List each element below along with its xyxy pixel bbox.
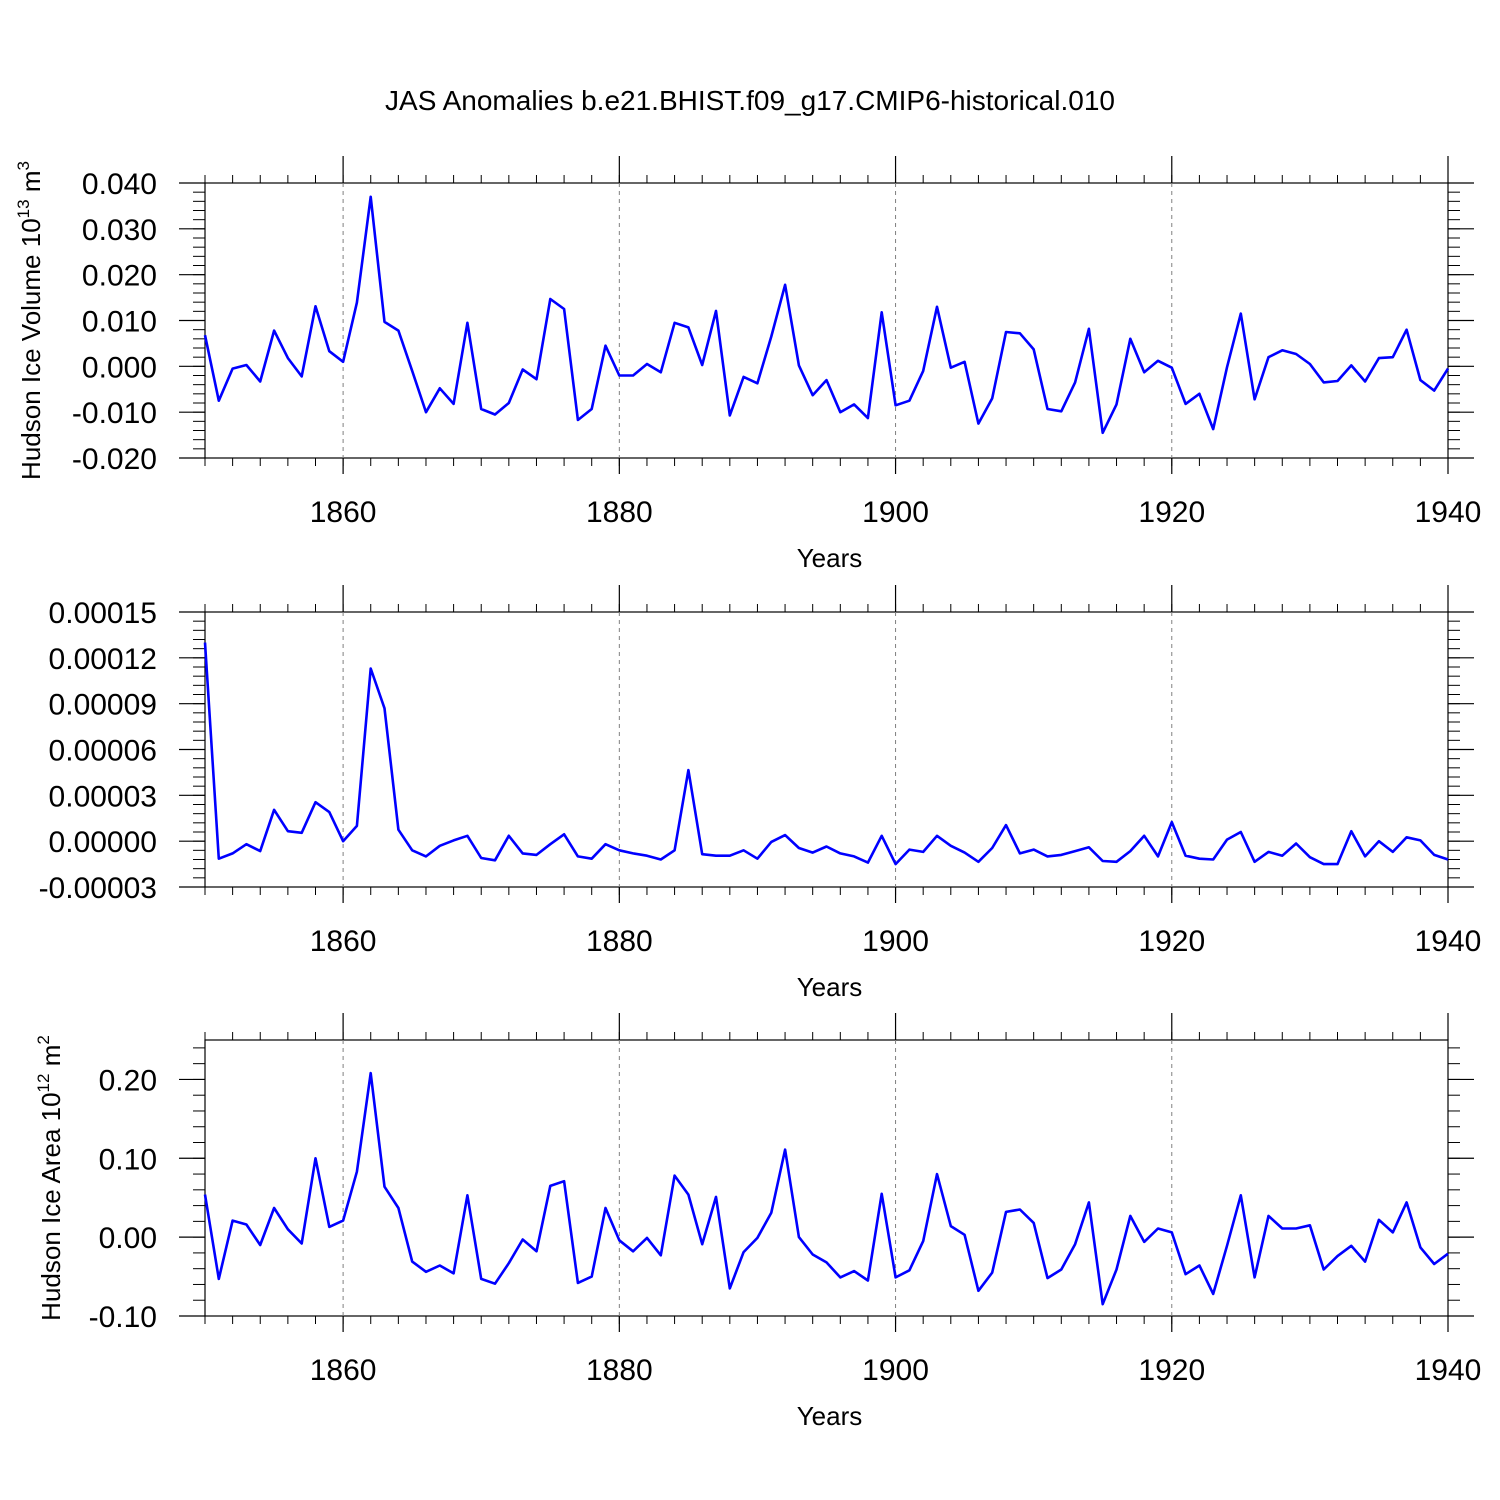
x-axis-title: Years (797, 1401, 863, 1431)
y-tick-label: 0.10 (99, 1143, 157, 1176)
y-tick-label: -0.10 (89, 1301, 157, 1334)
y-tick-label: 0.000 (82, 351, 157, 384)
panel-3: 1860 1880 1900 1920 1940 Years -0.10 0.00 0.10 0.… (34, 1013, 1481, 1431)
x-axis-title: Years (797, 543, 863, 573)
y-axis-title-text: Hudson Ice Volume 10 (16, 218, 46, 480)
x-tick-label: 1940 (1415, 496, 1482, 529)
x-tick-label: 1860 (310, 1354, 377, 1387)
x-tick-label: 1860 (310, 925, 377, 958)
x-axis-title: Years (797, 972, 863, 1002)
x-tick-label: 1920 (1138, 925, 1205, 958)
y-axis-title-unit-exponent: 2 (34, 1035, 53, 1044)
y-tick-label: 0.00012 (49, 643, 157, 676)
y-tick-label: 0.00009 (49, 689, 157, 722)
y-axis-title-unit: m (16, 171, 46, 200)
x-tick-label: 1860 (310, 496, 377, 529)
y-axis-title-text: Hudson Ice Area 10 (36, 1092, 66, 1320)
y-tick-label: 0.00003 (49, 780, 157, 813)
y-axis-title-unit: m (36, 1045, 66, 1074)
x-tick-label: 1880 (586, 925, 653, 958)
x-tick-label: 1920 (1138, 1354, 1205, 1387)
x-tick-label: 1900 (862, 1354, 929, 1387)
x-tick-label: 1940 (1415, 925, 1482, 958)
panels: 1860 1880 1900 1920 1940 Years -0.020 -0.010 0.0… (14, 156, 1482, 1431)
y-tick-label: 0.020 (82, 260, 157, 293)
y-axis-title-exponent: 13 (14, 199, 33, 218)
y-tick-label: -0.010 (72, 397, 157, 430)
x-tick-label: 1920 (1138, 496, 1205, 529)
x-tick-label: 1900 (862, 925, 929, 958)
y-tick-label: 0.030 (82, 214, 157, 247)
y-tick-label: 0.20 (99, 1064, 157, 1097)
series-line (203, 195, 1450, 435)
y-axis-title-exponent: 12 (34, 1074, 53, 1093)
panel-2: 1860 1880 1900 1920 1940 Years -0.00003 0.00000… (39, 585, 1482, 1002)
series-line (203, 1071, 1449, 1306)
series-line (203, 642, 1449, 866)
y-tick-label: 0.00000 (49, 826, 157, 859)
x-tick-label: 1940 (1415, 1354, 1482, 1387)
y-axis-title: Hudson Ice Volume 1013 m3 (14, 161, 46, 480)
x-tick-label: 1900 (862, 496, 929, 529)
y-tick-label: -0.020 (72, 443, 157, 476)
y-axis-title: Hudson Ice Area 1012 m2 (34, 1035, 66, 1321)
figure-title: JAS Anomalies b.e21.BHIST.f09_g17.CMIP6-… (385, 85, 1115, 116)
x-tick-label: 1880 (586, 496, 653, 529)
y-tick-label: -0.00003 (39, 872, 157, 905)
plot-frame (204, 1039, 1449, 1317)
panel-1: 1860 1880 1900 1920 1940 Years -0.020 -0.010 0.0… (14, 156, 1481, 573)
y-axis-title-unit-exponent: 3 (14, 161, 33, 170)
y-tick-label: 0.040 (82, 168, 157, 201)
y-tick-label: 0.00 (99, 1222, 157, 1255)
y-tick-label: 0.00015 (49, 597, 157, 630)
y-tick-label: 0.00006 (49, 735, 157, 768)
y-tick-label: 0.010 (82, 306, 157, 339)
x-tick-label: 1880 (586, 1354, 653, 1387)
